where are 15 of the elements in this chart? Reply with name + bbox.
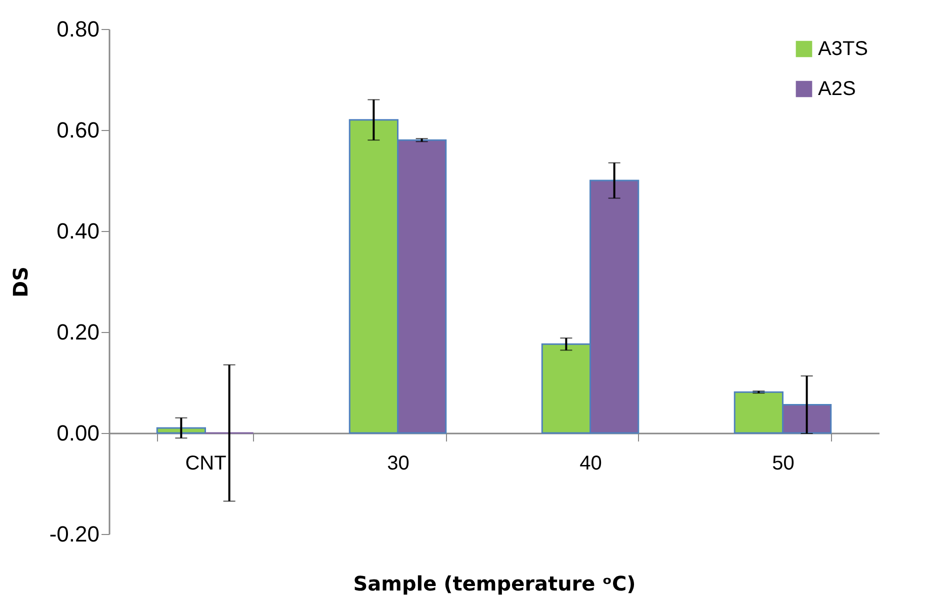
y-tick-label: 0.20 (56, 320, 100, 344)
y-tick-label: 0.40 (56, 218, 100, 244)
x-tick-label: 40 (580, 452, 602, 474)
legend-label: A3TS (818, 38, 868, 60)
bar (156, 427, 206, 434)
x-tick-label: 50 (772, 452, 794, 474)
y-axis-title: DS (8, 266, 32, 298)
y-tick-label: 0.00 (56, 420, 100, 446)
legend-label: A2S (818, 78, 856, 100)
x-tick-label: CNT (185, 452, 226, 474)
y-tick-label: 0.60 (56, 118, 100, 142)
x-axis-title: Sample (temperature ᵒC) (353, 572, 636, 596)
y-tick-label: 0.80 (56, 16, 100, 42)
y-tick-label: -0.20 (49, 522, 100, 546)
x-tick-label: 30 (387, 452, 410, 474)
